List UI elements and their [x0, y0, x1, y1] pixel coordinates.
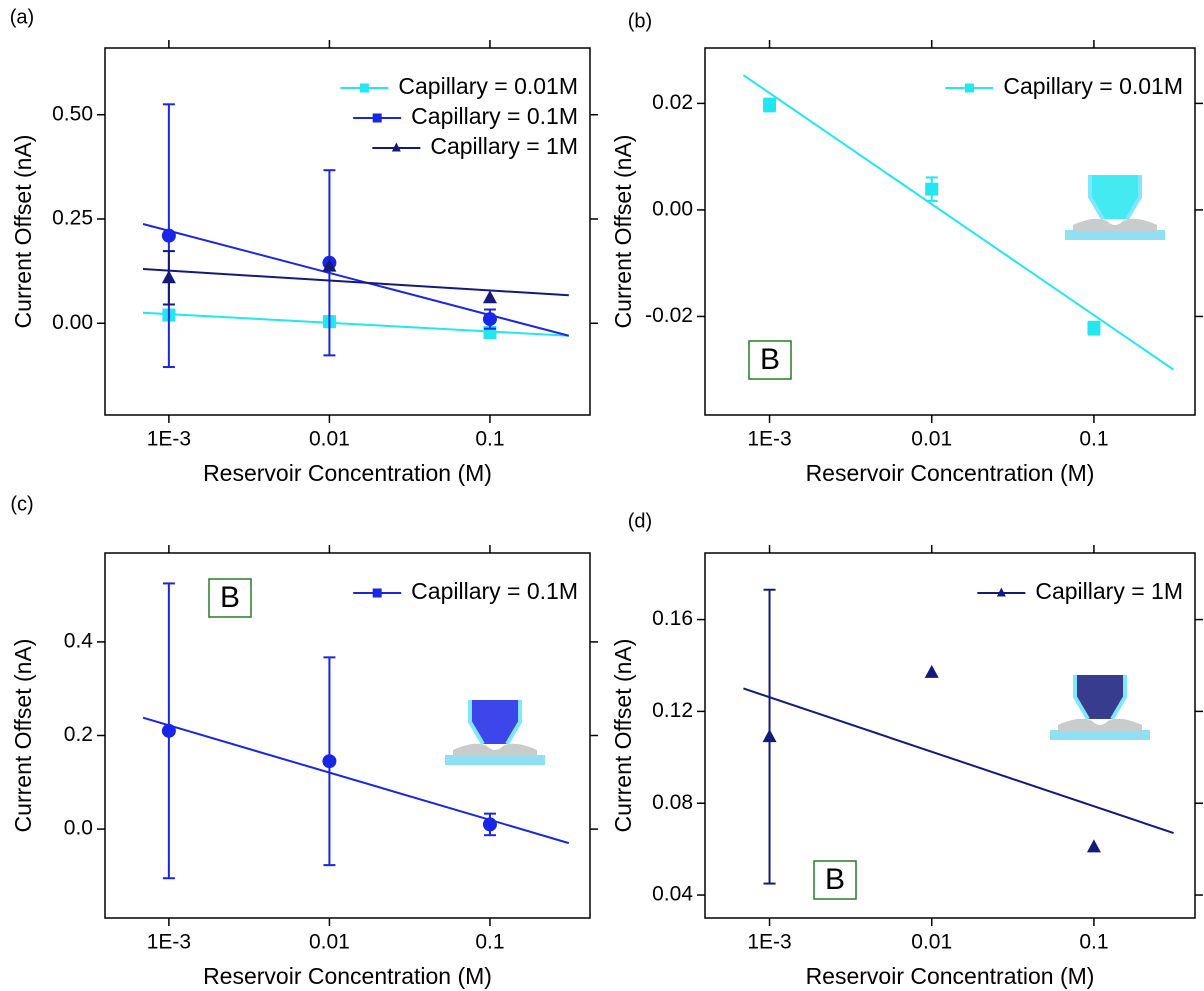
inset-wall	[468, 700, 522, 746]
y-tick-label: 0.25	[52, 207, 93, 230]
legend-marker	[372, 588, 382, 598]
y-tick-label: 0.0	[64, 817, 93, 840]
panel-label: (b)	[628, 10, 652, 32]
annotation: B	[760, 343, 780, 376]
x-tick-label: 1E-3	[147, 931, 191, 954]
marker	[925, 182, 939, 196]
y-tick-label: 0.08	[652, 791, 693, 814]
x-axis-label: Reservoir Concentration (M)	[203, 963, 492, 989]
x-tick-label: 0.01	[309, 931, 350, 954]
x-tick-label: 0.1	[475, 428, 504, 451]
inset-icon	[1065, 175, 1165, 240]
legend-marker	[391, 142, 401, 152]
inset-wall	[1088, 175, 1142, 221]
inset-substrate	[1065, 230, 1165, 240]
annotation-box	[813, 860, 857, 900]
inset-wall	[1073, 675, 1127, 721]
fit-line	[742, 74, 1175, 371]
x-tick-label: 1E-3	[747, 428, 791, 451]
x-tick-label: 0.01	[309, 428, 350, 451]
x-tick-label: 0.1	[1079, 428, 1108, 451]
marker	[482, 817, 497, 832]
fit-line	[743, 687, 1174, 835]
y-tick-label: 0.50	[52, 102, 93, 125]
fit-line	[142, 716, 570, 845]
plot-frame	[104, 47, 591, 416]
legend-label: Capillary = 0.1M	[411, 578, 578, 604]
marker	[322, 258, 337, 272]
marker	[762, 729, 777, 743]
panel-label: (a)	[10, 6, 34, 28]
marker	[161, 270, 176, 284]
marker	[1087, 321, 1101, 335]
annotation-box	[748, 340, 792, 380]
legend-marker	[372, 113, 382, 123]
y-axis-label: Current Offset (nA)	[610, 135, 636, 329]
y-tick-label: 0.12	[652, 699, 693, 722]
legend-marker	[359, 83, 369, 93]
inset-capillary	[470, 700, 520, 744]
y-axis-label: Current Offset (nA)	[10, 639, 36, 833]
legend-label: Capillary = 0.01M	[398, 73, 578, 99]
x-tick-label: 1E-3	[747, 931, 791, 954]
y-tick-label: 0.2	[64, 723, 93, 746]
fit-line	[142, 268, 569, 297]
inset-membrane	[1058, 718, 1142, 731]
marker	[924, 664, 939, 678]
panel-label: (c)	[10, 493, 33, 515]
y-tick-label: 0.00	[52, 311, 93, 334]
y-tick-label: 0.00	[652, 197, 693, 220]
y-tick-label: -0.02	[645, 304, 693, 327]
annotation-box	[208, 578, 252, 618]
x-axis-label: Reservoir Concentration (M)	[203, 460, 492, 486]
annotation: B	[825, 863, 845, 896]
fit-line	[142, 311, 569, 337]
marker	[763, 98, 777, 112]
plot-frame	[704, 47, 1196, 416]
x-tick-label: 0.1	[1079, 931, 1108, 954]
plot-frame	[704, 552, 1196, 919]
legend-label: Capillary = 1M	[430, 133, 578, 159]
y-tick-label: 0.02	[652, 91, 693, 114]
inset-icon	[1050, 675, 1150, 740]
y-axis-label: Current Offset (nA)	[610, 639, 636, 833]
panel-label: (d)	[628, 510, 652, 532]
x-axis-label: Reservoir Concentration (M)	[806, 460, 1095, 486]
inset-membrane	[1073, 218, 1157, 231]
y-tick-label: 0.04	[652, 883, 693, 906]
x-tick-label: 0.01	[911, 428, 952, 451]
inset-icon	[445, 700, 545, 765]
x-tick-label: 0.1	[475, 931, 504, 954]
legend-label: Capillary = 1M	[1035, 578, 1183, 604]
marker	[322, 754, 337, 769]
x-tick-label: 0.01	[911, 931, 952, 954]
marker	[1086, 839, 1101, 853]
marker	[161, 723, 176, 738]
y-axis-label: Current Offset (nA)	[10, 135, 36, 329]
legend-marker	[996, 587, 1006, 597]
legend-label: Capillary = 0.1M	[411, 103, 578, 129]
inset-capillary	[1090, 175, 1140, 219]
marker	[482, 290, 497, 304]
inset-substrate	[1050, 730, 1150, 740]
legend-label: Capillary = 0.01M	[1003, 73, 1183, 99]
plot-frame	[104, 552, 591, 919]
x-tick-label: 1E-3	[147, 428, 191, 451]
inset-membrane	[453, 743, 537, 756]
legend-marker	[964, 83, 974, 93]
annotation: B	[220, 581, 240, 614]
marker	[161, 228, 176, 243]
x-axis-label: Reservoir Concentration (M)	[806, 963, 1095, 989]
inset-substrate	[445, 755, 545, 765]
marker	[482, 312, 497, 327]
y-tick-label: 0.16	[652, 607, 693, 630]
inset-capillary	[1075, 675, 1125, 719]
fit-line	[142, 223, 570, 337]
y-tick-label: 0.4	[64, 629, 94, 652]
